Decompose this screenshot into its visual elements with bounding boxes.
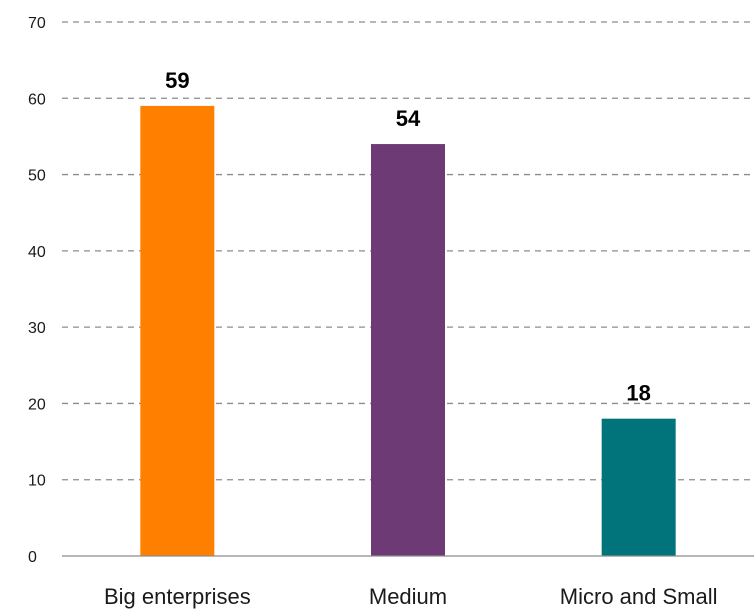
y-tick-label-70: 70 [28,15,46,32]
y-tick-label-60: 60 [28,91,46,108]
y-tick-label-20: 20 [28,396,46,413]
category-label-micro-and-small: Micro and Small [560,584,718,609]
y-tick-label-40: 40 [28,244,46,261]
data-label-big-enterprises: 59 [165,68,189,93]
y-tick-label-50: 50 [28,168,46,185]
y-tick-label-0: 0 [28,549,37,566]
data-labels: 59 54 18 [165,68,651,406]
category-label-medium: Medium [369,584,447,609]
y-tick-label-10: 10 [28,473,46,490]
bar-medium [371,144,445,557]
category-label-big-enterprises: Big enterprises [104,584,251,609]
bar-big-enterprises [140,105,215,557]
data-label-medium: 54 [396,106,421,131]
y-axis-ticks: 0 10 20 30 40 50 60 70 [28,15,46,566]
bars [140,105,676,557]
y-tick-label-30: 30 [28,320,46,337]
data-label-micro-and-small: 18 [626,381,650,406]
bar-micro-and-small [601,418,676,556]
category-labels: Big enterprises Medium Micro and Small [104,584,718,609]
